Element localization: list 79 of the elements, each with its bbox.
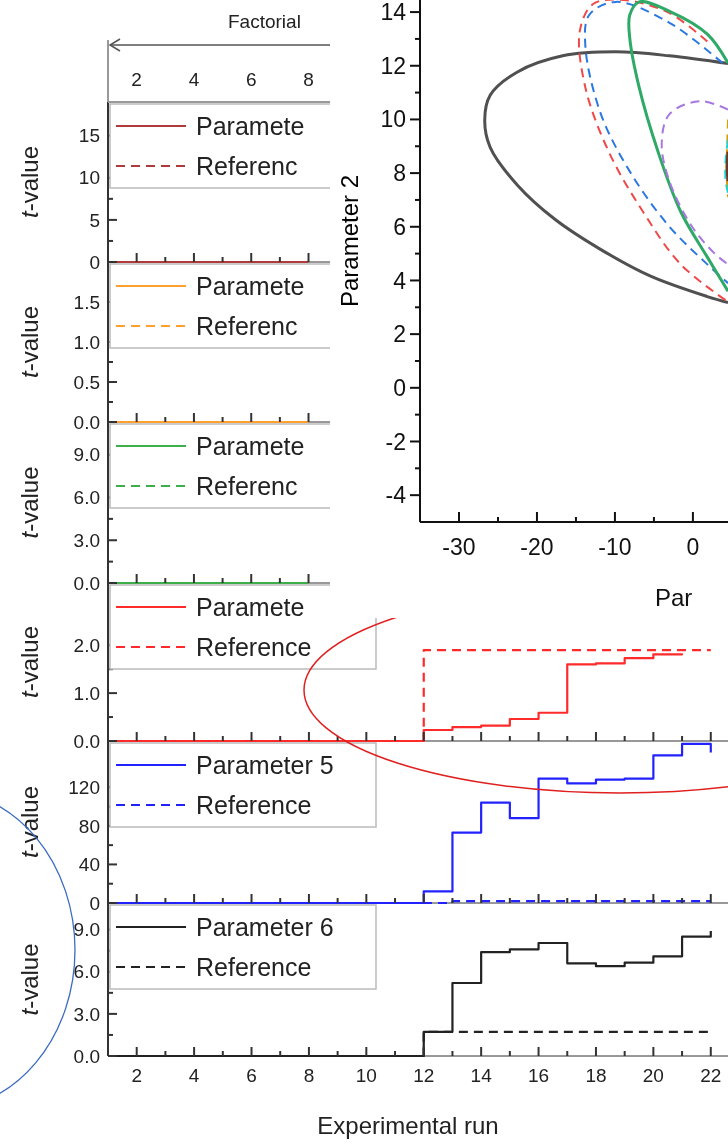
y-tick-label: 0.5: [73, 371, 100, 393]
legend-label: Parameter 6: [196, 912, 334, 941]
y-tick-label: 0: [89, 892, 100, 914]
y-tick-label: 12: [380, 52, 406, 79]
x-axis-title: Par: [655, 584, 693, 611]
x-tick-label: 14: [470, 1065, 493, 1086]
y-tick-label: 15: [78, 125, 100, 147]
x-tick-label: 18: [585, 1065, 607, 1086]
legend-label: Parameter 5: [196, 750, 334, 779]
y-tick-label: 6.0: [73, 487, 100, 509]
y-tick-label: 0: [89, 251, 100, 273]
legend-label: Paramete: [196, 271, 305, 300]
legend-label: Reference: [196, 790, 312, 819]
legend-label: Reference: [196, 952, 312, 981]
line-series: [725, 118, 728, 199]
y-axis-title: t-value: [16, 466, 43, 539]
legend-label: Paramete: [196, 592, 305, 621]
legend-label: Referenc: [196, 151, 298, 180]
y-tick-label: 2.0: [73, 634, 100, 656]
x2-tick-label: 6: [245, 69, 257, 90]
y-axis-title: t-value: [16, 145, 43, 219]
y-tick-label: 6: [393, 213, 406, 240]
x-tick-label: 16: [527, 1065, 550, 1086]
y-axis-title: Parameter 2: [336, 174, 363, 308]
y-tick-label: 3.0: [73, 529, 100, 551]
x-tick-label: 12: [413, 1065, 435, 1086]
x-tick-label: 6: [246, 1065, 257, 1086]
y-tick-label: 3.0: [73, 1003, 100, 1025]
x2-tick-label: 8: [303, 69, 314, 90]
x-tick-label: -30: [442, 534, 476, 560]
x-tick-label: -10: [598, 534, 632, 560]
y-tick-label: 1.0: [73, 682, 100, 704]
y-tick-label: 120: [68, 776, 100, 798]
x-tick-label: 0: [686, 534, 700, 560]
y-tick-label: 14: [380, 0, 407, 26]
y-tick-label: 2: [393, 321, 406, 348]
x2-axis-title: Factorial: [228, 11, 301, 32]
y-tick-label: -2: [385, 428, 406, 455]
legend-label: Paramete: [196, 431, 305, 460]
line-series: [724, 138, 728, 194]
y-tick-label: 8: [393, 160, 406, 187]
y-axis-title: t-value: [16, 625, 43, 699]
x2-tick-label: 2: [131, 69, 142, 90]
y-tick-label: 0.0: [73, 411, 100, 433]
legend-label: Paramete: [196, 111, 305, 140]
y-axis-title: t-value: [16, 305, 43, 379]
y-tick-label: 40: [78, 854, 100, 876]
x2-tick-label: 4: [188, 69, 200, 90]
x-tick-label: 20: [642, 1065, 664, 1086]
line-series: [483, 50, 728, 304]
y-tick-label: -4: [385, 482, 407, 509]
y-tick-label: 9.0: [73, 919, 100, 941]
x-tick-label: 10: [355, 1065, 377, 1086]
line-series: [660, 100, 728, 266]
x-axis-title: Experimental run: [317, 1112, 499, 1139]
y-axis-title: t-value: [16, 785, 43, 859]
y-axis-title: t-value: [16, 943, 43, 1016]
x-tick-label: 2: [131, 1065, 142, 1086]
y-tick-label: 4: [393, 267, 407, 294]
y-tick-label: 10: [380, 106, 406, 133]
y-tick-label: 0.0: [73, 1045, 100, 1067]
legend-label: Referenc: [196, 311, 298, 340]
y-tick-label: 1.5: [73, 291, 100, 313]
legend-label: Reference: [196, 632, 312, 661]
x-tick-label: 22: [700, 1065, 722, 1086]
y-tick-label: 0.0: [73, 572, 100, 594]
line-series: [627, 0, 728, 293]
y-tick-label: 1.0: [73, 331, 100, 353]
y-tick-label: 10: [78, 167, 100, 189]
y-tick-label: 0: [393, 374, 406, 401]
y-tick-label: 80: [78, 815, 100, 837]
y-tick-label: 5: [89, 209, 100, 231]
y-tick-label: 6.0: [73, 961, 100, 983]
x-tick-label: -20: [520, 534, 554, 560]
y-tick-label: 0.0: [73, 730, 100, 752]
x-tick-label: 8: [303, 1065, 315, 1086]
legend-label: Referenc: [196, 471, 298, 500]
x-tick-label: 4: [188, 1065, 200, 1086]
y-tick-label: 9.0: [73, 444, 100, 466]
